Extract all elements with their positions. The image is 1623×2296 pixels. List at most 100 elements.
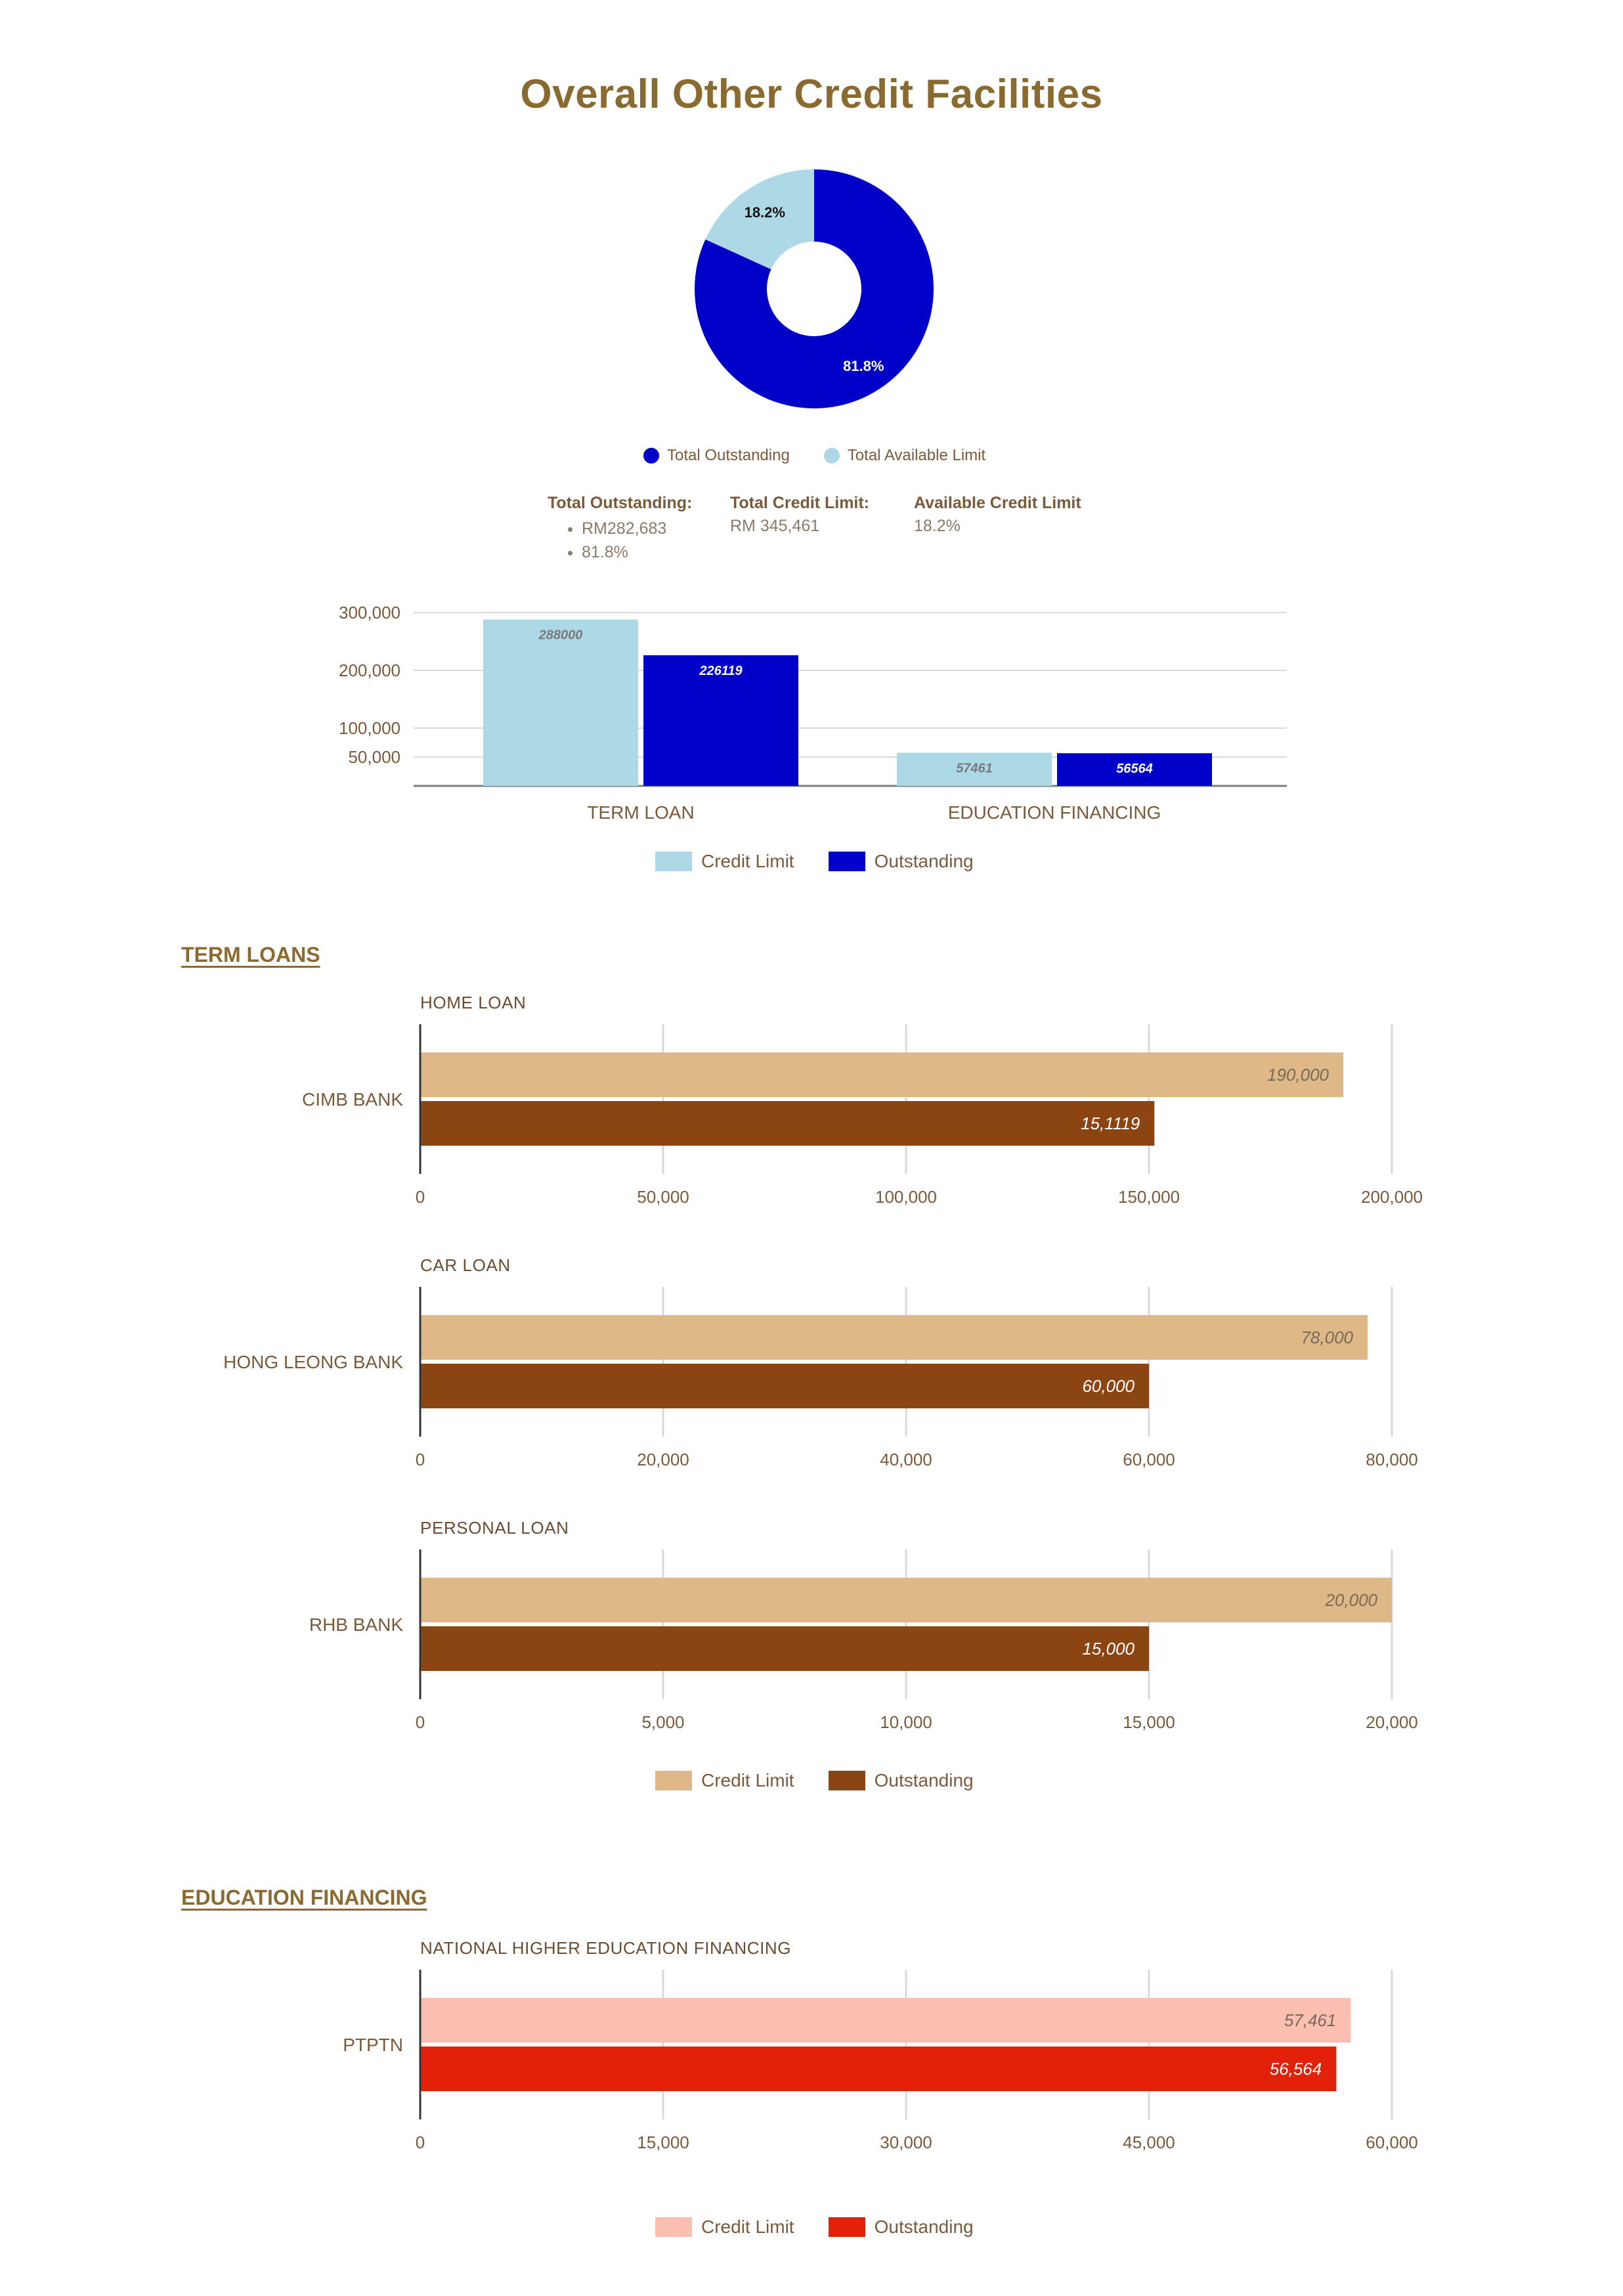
bar bbox=[421, 1998, 1351, 2043]
legend-credit-limit: Credit Limit bbox=[655, 851, 794, 872]
bar-value-label: 56564 bbox=[1116, 762, 1153, 776]
bar bbox=[897, 752, 1052, 786]
legend-total-outstanding: Total Outstanding bbox=[643, 446, 790, 465]
x-tick-label: 0 bbox=[416, 1187, 425, 1207]
stat-value: 18.2% bbox=[914, 517, 961, 535]
x-tick-label: 200,000 bbox=[1361, 1187, 1423, 1207]
x-tick-label: 80,000 bbox=[1366, 1450, 1418, 1469]
legend-credit-limit: Credit Limit bbox=[655, 1770, 794, 1791]
overview-bar-chart: 50,000 100,000 200,000 300,000 288000 226119 T… bbox=[339, 603, 1287, 823]
y-category-label: RHB BANK bbox=[309, 1614, 403, 1635]
x-tick-label: 15,000 bbox=[637, 2133, 689, 2152]
ptptn-chart: 0 15,000 30,000 45,000 60,000 57,461 56,564 PTP… bbox=[343, 1970, 1418, 2152]
legend-label: Total Outstanding bbox=[667, 446, 790, 464]
legend-swatch-outstanding bbox=[828, 852, 865, 871]
legend-outstanding: Outstanding bbox=[828, 1770, 974, 1791]
bar-value-label: 15,1119 bbox=[1081, 1114, 1140, 1133]
bar bbox=[421, 1315, 1368, 1360]
chart-subtitle-home-loan: HOME LOAN bbox=[420, 993, 527, 1012]
y-tick-label: 100,000 bbox=[339, 718, 400, 738]
donut-legend: Total Outstanding Total Available Limit bbox=[643, 446, 1003, 465]
legend-label: Total Available Limit bbox=[847, 446, 986, 464]
x-tick-label: 50,000 bbox=[637, 1187, 689, 1207]
stat-total-credit-limit: Total Credit Limit: RM 345,461 bbox=[730, 494, 869, 536]
x-tick-label: 5,000 bbox=[641, 1712, 684, 1732]
x-tick-label: 0 bbox=[416, 1450, 425, 1469]
y-tick-label: 200,000 bbox=[339, 661, 400, 680]
x-tick-label: 45,000 bbox=[1123, 2133, 1175, 2152]
donut-slice-label: 81.8% bbox=[843, 358, 884, 374]
legend-swatch-credit-limit bbox=[655, 852, 692, 871]
personal-loan-chart: 0 5,000 10,000 15,000 20,000 20,000 15,000 RHB … bbox=[309, 1549, 1418, 1732]
home-loan-chart: 0 50,000 100,000 150,000 200,000 190,000 15,11… bbox=[302, 1024, 1423, 1207]
x-tick-label: 0 bbox=[416, 2133, 425, 2152]
bar bbox=[421, 1364, 1149, 1408]
stat-label: Total Outstanding: bbox=[548, 494, 693, 512]
x-tick-label: 0 bbox=[416, 1712, 425, 1732]
bar bbox=[421, 2047, 1337, 2091]
stat-label: Available Credit Limit bbox=[914, 494, 1081, 512]
car-loan-chart: 0 20,000 40,000 60,000 80,000 78,000 60,000 HON… bbox=[223, 1287, 1418, 1469]
legend-swatch-credit-limit bbox=[655, 2217, 692, 2237]
legend-label: Credit Limit bbox=[701, 2217, 794, 2237]
legend-swatch-outstanding bbox=[828, 1771, 865, 1790]
bar bbox=[483, 619, 638, 786]
stat-available-credit-limit: Available Credit Limit 18.2% bbox=[914, 494, 1081, 536]
term-loans-legend: Credit Limit Outstanding bbox=[655, 1770, 991, 1791]
bar-value-label: 15,000 bbox=[1082, 1639, 1135, 1658]
donut-chart: 81.8% 18.2% bbox=[695, 169, 934, 408]
y-category-label: CIMB BANK bbox=[302, 1089, 403, 1110]
y-tick-label: 50,000 bbox=[348, 747, 400, 767]
bar-value-label: 78,000 bbox=[1301, 1328, 1353, 1347]
legend-label: Outstanding bbox=[874, 2217, 974, 2237]
bar-value-label: 20,000 bbox=[1324, 1590, 1377, 1610]
bar-value-label: 190,000 bbox=[1267, 1065, 1330, 1085]
chart-subtitle-car-loan: CAR LOAN bbox=[420, 1255, 511, 1275]
stat-value: RM 345,461 bbox=[730, 517, 820, 535]
legend-swatch-credit-limit bbox=[655, 1771, 692, 1790]
y-category-label: PTPTN bbox=[343, 2035, 403, 2055]
stat-list: RM282,683 81.8% bbox=[548, 517, 692, 564]
x-tick-label: 30,000 bbox=[880, 2133, 932, 2152]
stat-total-outstanding: Total Outstanding: RM282,683 81.8% bbox=[548, 494, 692, 564]
bar bbox=[643, 655, 798, 786]
legend-label: Credit Limit bbox=[701, 1770, 794, 1790]
x-tick-label: 60,000 bbox=[1366, 2133, 1418, 2152]
donut-slice-label: 18.2% bbox=[745, 204, 785, 221]
page-title: Overall Other Credit Facilities bbox=[520, 72, 1103, 117]
stat-item: 81.8% bbox=[582, 540, 692, 564]
x-tick-label: 60,000 bbox=[1123, 1450, 1175, 1469]
donut-slice bbox=[705, 169, 814, 270]
legend-outstanding: Outstanding bbox=[828, 2217, 974, 2238]
legend-label: Outstanding bbox=[874, 1770, 974, 1790]
education-legend: Credit Limit Outstanding bbox=[655, 2217, 991, 2238]
bar bbox=[421, 1101, 1155, 1146]
bar-value-label: 60,000 bbox=[1082, 1376, 1135, 1396]
donut-slice bbox=[695, 169, 934, 408]
bar-value-label: 288000 bbox=[538, 628, 583, 643]
bar-value-label: 57461 bbox=[956, 761, 993, 775]
overview-legend: Credit Limit Outstanding bbox=[655, 851, 991, 872]
stat-item: RM282,683 bbox=[582, 517, 692, 540]
x-tick-label: 100,000 bbox=[875, 1187, 937, 1207]
bar bbox=[421, 1578, 1392, 1622]
legend-dot-outstanding bbox=[643, 448, 659, 464]
bar-value-label: 226119 bbox=[699, 664, 743, 678]
legend-outstanding: Outstanding bbox=[828, 851, 974, 872]
bar-value-label: 57,461 bbox=[1284, 2010, 1337, 2030]
bar bbox=[421, 1626, 1149, 1671]
chart-subtitle-personal-loan: PERSONAL LOAN bbox=[420, 1518, 569, 1538]
section-education-financing: EDUCATION FINANCING bbox=[181, 1886, 427, 1909]
x-tick-label: 20,000 bbox=[637, 1450, 689, 1469]
legend-label: Credit Limit bbox=[701, 851, 794, 871]
x-tick-label: 40,000 bbox=[880, 1450, 932, 1469]
x-tick-label: 10,000 bbox=[880, 1712, 932, 1732]
chart-subtitle-ptptn: NATIONAL HIGHER EDUCATION FINANCING bbox=[420, 1938, 792, 1958]
bar-value-label: 56,564 bbox=[1270, 2059, 1322, 2079]
x-category-label: EDUCATION FINANCING bbox=[948, 802, 1161, 823]
y-category-label: HONG LEONG BANK bbox=[223, 1352, 403, 1372]
legend-swatch-outstanding bbox=[828, 2217, 865, 2237]
x-tick-label: 15,000 bbox=[1123, 1712, 1175, 1732]
x-tick-label: 150,000 bbox=[1118, 1187, 1180, 1207]
bar bbox=[1057, 753, 1212, 786]
